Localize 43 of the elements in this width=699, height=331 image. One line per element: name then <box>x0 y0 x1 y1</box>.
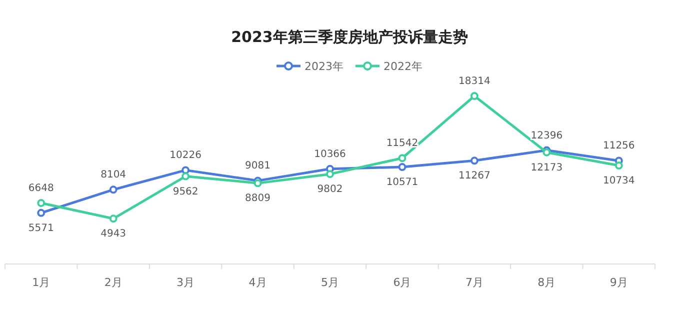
point <box>182 166 190 174</box>
legend-label: 2022年 <box>384 60 422 73</box>
data-label: 5571 <box>28 222 54 234</box>
point <box>398 163 406 172</box>
data-label: 9562 <box>172 186 198 198</box>
data-label: 6648 <box>28 183 54 194</box>
data-label: 10571 <box>386 177 418 188</box>
point <box>470 156 478 165</box>
data-label: 10226 <box>170 150 202 162</box>
legend-label: 2023年 <box>304 60 344 73</box>
data-label: 18314 <box>458 76 490 87</box>
point <box>109 214 118 223</box>
data-label: 11267 <box>458 170 490 182</box>
point <box>398 154 406 162</box>
x-tick-label: 6月 <box>393 276 412 289</box>
point <box>614 162 623 170</box>
x-tick-label: 5月 <box>321 276 339 289</box>
data-label: 9802 <box>317 184 343 196</box>
x-tick-label: 7月 <box>465 276 484 289</box>
data-label: 10734 <box>602 176 635 187</box>
x-tick-label: 8月 <box>538 276 556 289</box>
x-tick-label: 3月 <box>176 276 195 289</box>
point <box>109 186 118 194</box>
point <box>182 172 190 180</box>
data-label: 8104 <box>100 170 126 181</box>
data-label: 10366 <box>314 148 346 160</box>
x-tick-label: 1月 <box>32 276 50 289</box>
data-label: 12396 <box>530 130 563 142</box>
point <box>470 92 478 100</box>
data-label: 4943 <box>100 228 126 240</box>
point <box>326 170 334 178</box>
x-tick-label: 9月 <box>610 276 628 289</box>
point <box>37 208 46 217</box>
chart-title: 2023年第三季度房地产投诉量走势 <box>231 28 468 46</box>
data-label: 12173 <box>530 162 563 174</box>
x-tick-label: 2月 <box>104 276 122 289</box>
data-label: 11256 <box>602 140 635 152</box>
data-label: 8809 <box>245 193 271 204</box>
x-tick-label: 4月 <box>248 276 267 289</box>
data-label: 9081 <box>245 160 271 172</box>
data-label: 11542 <box>386 138 418 150</box>
point <box>37 199 46 207</box>
point <box>254 179 262 188</box>
